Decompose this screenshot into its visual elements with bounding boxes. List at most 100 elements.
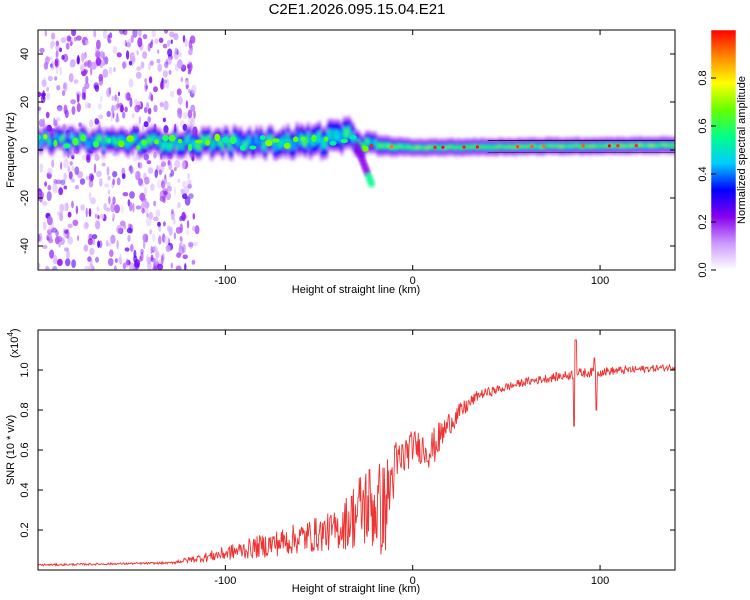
noise-point [131, 113, 135, 119]
noise-point [113, 66, 116, 73]
noise-point [111, 95, 115, 101]
noise-point [173, 32, 179, 41]
noise-point [81, 154, 88, 161]
noise-point [155, 209, 161, 218]
noise-point [128, 78, 134, 88]
noise-point [107, 189, 111, 195]
signal-blob [324, 136, 329, 142]
noise-point [136, 66, 142, 71]
noise-point [44, 56, 50, 65]
noise-point [45, 111, 50, 119]
signal-blob [292, 136, 299, 143]
noise-point [136, 49, 139, 56]
noise-point [142, 200, 146, 206]
noise-point [147, 116, 151, 123]
noise-point [177, 202, 181, 209]
noise-point [42, 221, 47, 231]
noise-point [124, 106, 128, 113]
noise-point [51, 60, 55, 71]
noise-point [88, 191, 92, 200]
noise-point [67, 211, 72, 218]
spectrogram-x-label: Height of straight line (km) [292, 284, 420, 296]
noise-point [157, 263, 164, 270]
noise-point [124, 39, 127, 47]
noise-point [117, 227, 123, 234]
noise-point [181, 243, 186, 253]
signal-blob [329, 140, 337, 146]
noise-point [76, 56, 81, 65]
noise-point [58, 243, 61, 248]
noise-point [117, 91, 121, 97]
noise-point [98, 103, 102, 110]
noise-point [144, 186, 148, 197]
svg-text:(x104): (x104) [6, 328, 21, 358]
noise-point [38, 234, 41, 242]
signal-blob [80, 134, 87, 142]
noise-point [66, 35, 72, 42]
noise-point [97, 215, 100, 220]
noise-point [93, 163, 97, 174]
noise-point [168, 69, 172, 75]
noise-point [60, 37, 67, 43]
noise-point [110, 202, 116, 213]
noise-point [156, 179, 162, 189]
noise-point [108, 66, 113, 75]
noise-point [122, 30, 128, 36]
noise-point [96, 206, 100, 212]
noise-point [81, 92, 86, 100]
noise-point [115, 118, 120, 123]
noise-point [38, 106, 42, 111]
peak-dot [475, 145, 479, 149]
noise-point [169, 31, 175, 38]
noise-point [45, 265, 50, 270]
noise-point [154, 169, 158, 179]
noise-point [163, 125, 169, 134]
noise-point [158, 169, 163, 176]
noise-point [72, 219, 79, 226]
noise-point [95, 256, 99, 263]
noise-point [56, 117, 61, 122]
noise-point [120, 105, 124, 113]
noise-point [142, 233, 149, 243]
noise-point [53, 254, 58, 264]
snr-scale-factor: (x104) [6, 328, 21, 358]
signal-blob [43, 134, 48, 140]
noise-point [152, 233, 156, 242]
noise-point [128, 60, 133, 66]
noise-point [157, 221, 161, 227]
noise-point [124, 92, 130, 101]
noise-point [39, 47, 45, 54]
y-tick-label: -20 [19, 190, 31, 206]
noise-point [176, 252, 182, 258]
noise-point [143, 107, 148, 113]
noise-point [145, 85, 148, 90]
noise-point [80, 204, 85, 211]
noise-point [157, 49, 160, 54]
noise-point [188, 39, 192, 50]
noise-point [152, 265, 158, 270]
noise-point [132, 202, 135, 213]
noise-point [163, 30, 169, 34]
noise-point [117, 257, 123, 263]
signal-blob [265, 139, 273, 147]
noise-point [130, 35, 134, 43]
noise-point [77, 235, 80, 242]
noise-point [149, 229, 152, 235]
noise-point [57, 106, 63, 112]
noise-point [40, 94, 46, 104]
noise-point [39, 163, 44, 174]
noise-point [83, 61, 88, 67]
noise-point [126, 227, 133, 234]
peak-dot [581, 144, 585, 148]
noise-point [193, 110, 196, 119]
noise-point [194, 225, 200, 235]
noise-point [50, 40, 56, 48]
noise-point [126, 92, 131, 101]
noise-point [190, 117, 196, 127]
colorbar: 0.0 0.2 0.4 0.6 0.8 Normalized spectral ampl… [697, 29, 748, 278]
noise-point [67, 165, 70, 173]
noise-point [169, 90, 175, 98]
noise-point [142, 34, 148, 40]
noise-point [66, 250, 70, 260]
noise-point [112, 196, 116, 205]
